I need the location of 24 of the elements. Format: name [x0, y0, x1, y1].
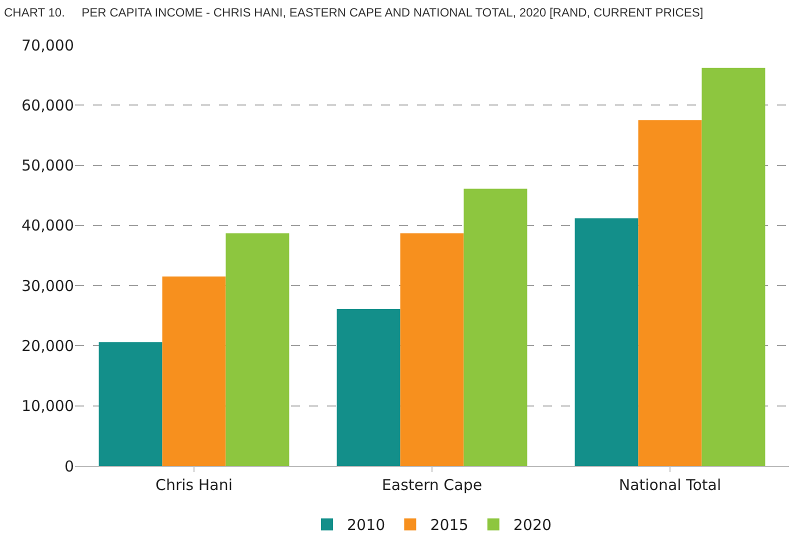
bar [400, 233, 464, 466]
chart-title: CHART 10. PER CAPITA INCOME - CHRIS HANI, EASTERN CAPE AND NATIONAL TOTAL, 2020 [RAND, CURRENT PRICES] [4, 6, 704, 20]
bar [98, 342, 162, 466]
bar [226, 233, 290, 466]
legend-label: 2020 [513, 516, 552, 534]
y-tick-label: 60,000 [22, 96, 74, 114]
bar [464, 188, 528, 466]
bar [702, 68, 766, 466]
y-tick-label: 70,000 [22, 36, 74, 54]
y-tick-label: 10,000 [22, 397, 74, 416]
x-tick-label: Chris Hani [155, 476, 233, 494]
x-tick-label: Eastern Cape [382, 476, 482, 494]
legend-label: 2015 [430, 516, 468, 534]
y-tick-label: 0 [64, 457, 74, 476]
bar [638, 120, 702, 466]
y-tick-label: 30,000 [22, 276, 74, 295]
legend-label: 2010 [347, 516, 386, 534]
y-tick-label: 20,000 [22, 336, 74, 355]
y-tick-label: 40,000 [22, 216, 74, 235]
x-tick-label: National Total [618, 476, 722, 494]
bar [574, 218, 638, 466]
y-tick-label: 50,000 [22, 156, 74, 175]
bar [336, 309, 400, 466]
bar [162, 276, 226, 466]
